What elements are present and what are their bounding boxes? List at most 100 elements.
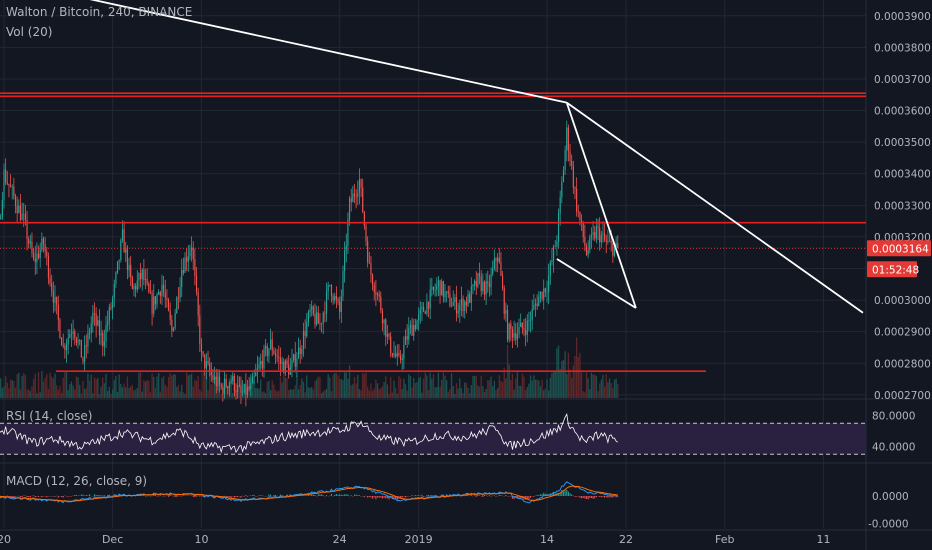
- volume-bar: [16, 374, 18, 398]
- volume-bar: [213, 379, 216, 398]
- macd-histogram-bar: [306, 495, 308, 496]
- volume-bar: [470, 385, 472, 398]
- candle-body: [580, 219, 583, 222]
- volume-bar: [505, 378, 507, 398]
- macd-histogram-bar: [19, 496, 22, 498]
- volume-bar: [289, 389, 291, 398]
- volume-bar: [602, 375, 604, 398]
- candle-body: [248, 386, 250, 389]
- volume-bar: [503, 367, 505, 398]
- volume-bar: [195, 380, 198, 398]
- volume-bar: [562, 359, 565, 398]
- macd-histogram-bar: [202, 496, 204, 497]
- volume-bar: [52, 378, 55, 398]
- volume-bar: [32, 378, 35, 398]
- volume-bar: [546, 379, 548, 398]
- volume-bar: [442, 372, 445, 398]
- candle-body: [8, 183, 10, 186]
- macd-histogram-bar: [584, 496, 586, 499]
- volume-bar: [510, 380, 512, 398]
- candle-body: [210, 371, 212, 376]
- candle-body: [159, 291, 161, 296]
- volume-bar: [612, 387, 614, 398]
- macd-histogram-bar: [345, 494, 347, 496]
- volume-bar: [613, 379, 616, 398]
- macd-histogram-bar: [590, 496, 593, 499]
- candle-body: [569, 151, 571, 161]
- candle-body: [528, 320, 530, 322]
- candle-body: [319, 323, 321, 325]
- volume-bar: [24, 374, 27, 398]
- macd-histogram-bar: [390, 496, 392, 498]
- volume-bar: [59, 386, 61, 398]
- macd-histogram-bar: [498, 494, 500, 496]
- volume-bar: [44, 377, 46, 398]
- volume-bar: [39, 392, 41, 398]
- candle-body: [539, 291, 542, 297]
- volume-bar: [269, 390, 272, 398]
- candle-body: [523, 328, 525, 331]
- candle-body: [228, 382, 231, 389]
- volume-bar: [253, 380, 255, 398]
- candle-body: [605, 239, 607, 242]
- candle-body: [217, 376, 219, 387]
- volume-bar: [301, 378, 303, 398]
- macd-histogram-bar: [403, 496, 405, 497]
- rsi-legend[interactable]: RSI (14, close): [6, 409, 93, 423]
- macd-histogram-bar: [553, 492, 555, 496]
- macd-legend[interactable]: MACD (12, 26, close, 9): [6, 474, 148, 488]
- volume-bar: [299, 384, 301, 398]
- candle-body: [574, 187, 576, 189]
- time-axis-label: 14: [540, 533, 554, 546]
- volume-bar: [454, 393, 456, 398]
- macd-histogram-bar: [431, 495, 433, 496]
- volume-bar: [404, 384, 407, 398]
- volume-bar: [324, 389, 326, 398]
- macd-histogram-bar: [557, 493, 560, 496]
- candle-body: [485, 281, 487, 295]
- macd-histogram-bar: [102, 495, 104, 496]
- volume-legend[interactable]: Vol (20): [6, 25, 53, 39]
- candle-body: [404, 336, 407, 345]
- volume-bar: [143, 380, 145, 398]
- volume-bar: [92, 393, 94, 398]
- candle-body: [309, 309, 311, 312]
- candle-body: [324, 312, 326, 314]
- macd-histogram-bar: [582, 496, 584, 498]
- volume-bar: [1, 387, 4, 398]
- candle-body: [409, 324, 412, 328]
- volume-bar: [426, 375, 428, 398]
- volume-bar: [55, 385, 58, 398]
- candle-body: [177, 297, 179, 299]
- candle-body: [506, 310, 509, 340]
- candle-body: [429, 289, 431, 309]
- volume-bar: [366, 386, 369, 398]
- candle-body: [572, 165, 574, 188]
- volume-bar: [327, 374, 329, 398]
- volume-bar: [156, 376, 158, 398]
- macd-histogram-bar: [268, 494, 270, 496]
- candle-body: [149, 292, 152, 294]
- volume-bar: [103, 383, 106, 398]
- volume-bar: [561, 361, 563, 398]
- candle-body: [11, 186, 13, 188]
- macd-histogram-bar: [475, 496, 477, 497]
- macd-histogram-bar: [574, 496, 576, 497]
- volume-bar: [594, 374, 596, 398]
- macd-histogram-bar: [194, 496, 196, 498]
- volume-bar: [136, 387, 138, 398]
- volume-bar: [139, 372, 142, 398]
- symbol-legend[interactable]: Walton / Bitcoin, 240, BINANCE: [6, 5, 193, 19]
- candle-body: [10, 185, 12, 188]
- volume-bar: [176, 386, 178, 398]
- volume-bar: [125, 387, 127, 398]
- candle-body: [498, 257, 500, 263]
- candle-body: [316, 312, 318, 325]
- volume-bar: [166, 386, 168, 398]
- volume-bar: [495, 390, 497, 398]
- candle-body: [222, 387, 224, 394]
- candle-body: [390, 336, 392, 354]
- candle-body: [186, 257, 188, 262]
- macd-histogram-bar: [511, 496, 514, 499]
